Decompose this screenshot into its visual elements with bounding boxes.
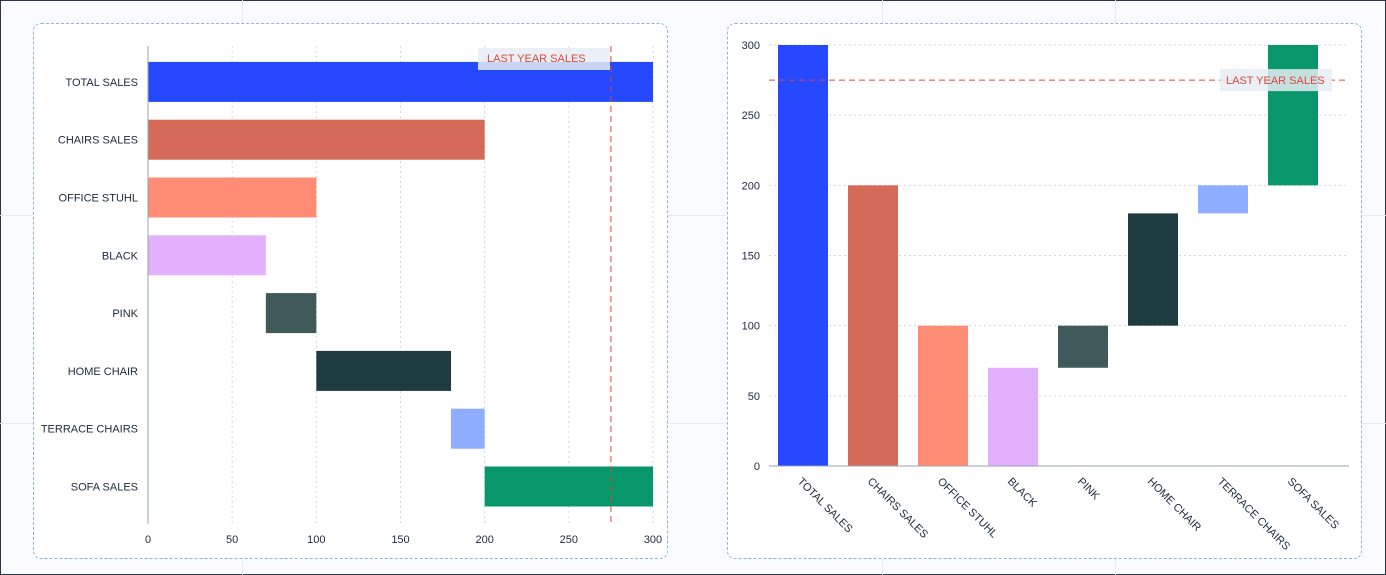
chart-panel-horizontal: 0 50 100 150 200 250 300 TOTAL SALES CHAIRS SALE… (33, 23, 668, 559)
x-category-label: CHAIRS SALES (865, 476, 930, 541)
y-category-label: OFFICE STUHL (59, 193, 138, 205)
x-tick-label: 300 (644, 534, 662, 546)
y-tick-label: 200 (742, 180, 760, 192)
horizontal-waterfall-chart: 0 50 100 150 200 250 300 TOTAL SALES CHAIRS SALE… (41, 46, 662, 546)
reference-label-background (478, 48, 610, 70)
background-grid-line (0, 423, 1386, 424)
y-category-label: TERRACE CHAIRS (41, 424, 138, 436)
x-tick-label: 100 (307, 534, 325, 546)
bar-terrace-chairs[interactable] (1198, 185, 1248, 214)
bar-chairs-sales[interactable] (148, 119, 485, 160)
y-tick-label: 100 (742, 321, 760, 333)
x-category-label: HOME CHAIR (1145, 476, 1203, 534)
x-category-label: TERRACE CHAIRS (1215, 476, 1292, 553)
background-grid-line (0, 215, 1386, 216)
bar-home-chair[interactable] (316, 350, 451, 391)
bar-total-sales[interactable] (778, 45, 828, 466)
y-tick-label: 50 (748, 391, 760, 403)
x-tick-label: 50 (226, 534, 238, 546)
x-category-label: BLACK (1005, 476, 1039, 510)
reference-label-background (1220, 69, 1332, 92)
y-category-label: SOFA SALES (71, 482, 138, 494)
x-category-label: SOFA SALES (1285, 476, 1341, 532)
x-category-label: TOTAL SALES (795, 476, 855, 536)
y-tick-label: 0 (754, 461, 760, 473)
bar-black[interactable] (148, 235, 266, 276)
reference-line-label: LAST YEAR SALES (1226, 75, 1325, 87)
bar-pink[interactable] (265, 293, 317, 334)
y-category-label: HOME CHAIR (68, 366, 138, 378)
y-category-label: PINK (112, 308, 138, 320)
bar-pink[interactable] (1058, 325, 1108, 368)
bar-black[interactable] (988, 367, 1038, 466)
y-category-label: BLACK (102, 250, 139, 262)
x-tick-label: 150 (391, 534, 409, 546)
reference-line-label: LAST YEAR SALES (487, 53, 586, 65)
bar-sofa-sales[interactable] (1268, 45, 1318, 186)
bar-sofa-sales[interactable] (484, 466, 653, 507)
bar-terrace-chairs[interactable] (451, 408, 485, 449)
x-tick-label: 200 (475, 534, 493, 546)
y-tick-label: 300 (742, 40, 760, 52)
vertical-waterfall-chart: 300 250 200 150 100 50 0 TOTAL SALES CHAIRS SALE… (742, 40, 1349, 553)
y-tick-label: 250 (742, 110, 760, 122)
bar-chairs-sales[interactable] (848, 185, 898, 467)
x-category-label: PINK (1075, 476, 1102, 503)
bar-home-chair[interactable] (1128, 213, 1178, 326)
x-tick-label: 0 (145, 534, 151, 546)
chart-panel-vertical: 300 250 200 150 100 50 0 TOTAL SALES CHAIRS SALE… (727, 23, 1362, 559)
y-category-label: CHAIRS SALES (58, 135, 138, 147)
bar-office-stuhl[interactable] (918, 325, 968, 466)
bar-office-stuhl[interactable] (148, 177, 317, 218)
x-tick-label: 250 (560, 534, 578, 546)
y-category-label: TOTAL SALES (65, 77, 138, 89)
x-category-label: OFFICE STUHL (935, 476, 1000, 541)
y-tick-label: 150 (742, 251, 760, 263)
